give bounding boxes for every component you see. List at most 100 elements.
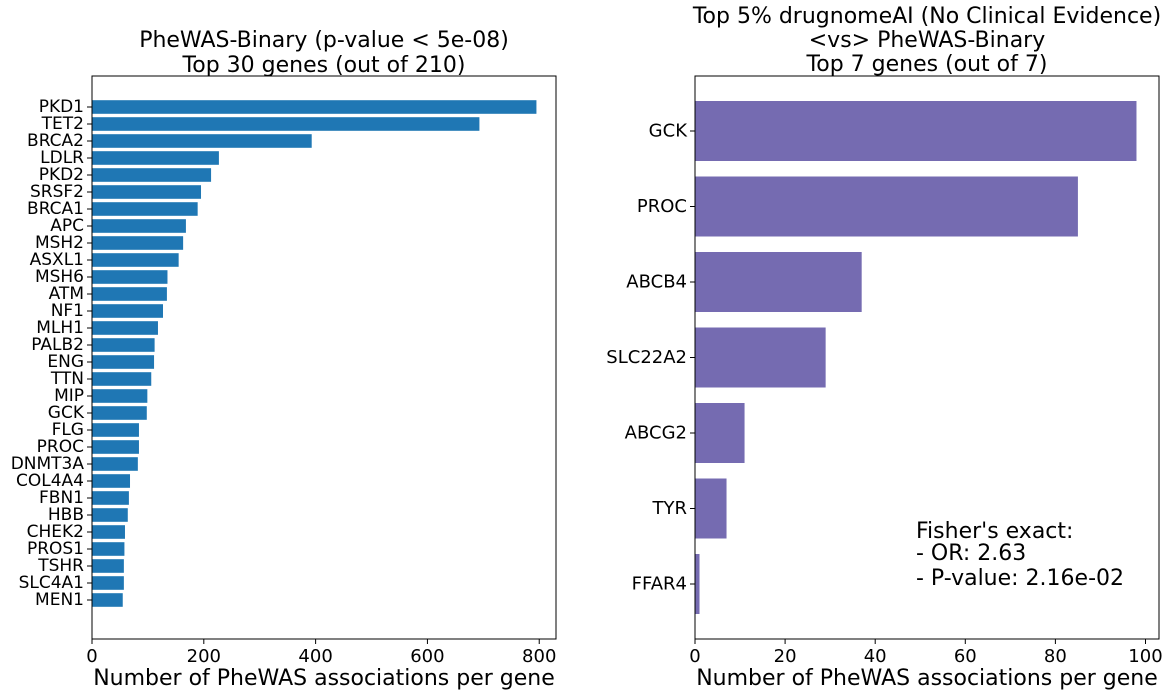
x-tick-label: 60 — [954, 646, 977, 667]
annotation-line-3: - P-value: 2.16e-02 — [916, 566, 1124, 591]
x-ticks: 0 200 400 600 800 — [86, 639, 556, 667]
y-tick-label: TSHR — [37, 556, 84, 576]
bar-hbb — [92, 508, 128, 522]
bar-palb2 — [92, 338, 155, 352]
bar-col4a4 — [92, 474, 131, 488]
bar-flg — [92, 423, 139, 437]
bar-eng — [92, 355, 155, 369]
bar-ffar4 — [695, 554, 700, 614]
y-tick-label: NF1 — [51, 301, 84, 321]
x-tick-label: 0 — [689, 646, 700, 667]
chart-title-line-3: Top 7 genes (out of 7) — [806, 52, 1048, 77]
bar-abcg2 — [695, 403, 745, 463]
y-tick-labels: PKD1TET2BRCA2LDLRPKD2SRSF2BRCA1APCMSH2AS… — [11, 97, 92, 610]
bar-srsf2 — [92, 185, 202, 199]
y-tick-label: GCK — [649, 121, 689, 142]
x-tick-label: 200 — [187, 646, 221, 667]
y-tick-label: SLC22A2 — [606, 347, 687, 368]
plot-frame — [694, 75, 1160, 640]
bar-nf1 — [92, 304, 163, 318]
y-tick-label: FBN1 — [39, 488, 84, 508]
x-tick-label: 40 — [864, 646, 887, 667]
annotation-line-1: Fisher's exact: — [916, 519, 1073, 544]
x-tick-label: 600 — [410, 646, 444, 667]
bar-abcb4 — [695, 252, 862, 312]
y-tick-label: SRSF2 — [30, 182, 84, 202]
y-tick-label: FLG — [52, 420, 84, 440]
y-tick-label: SLC4A1 — [19, 573, 84, 593]
bar-tet2 — [92, 117, 480, 131]
bar-fbn1 — [92, 491, 129, 505]
chart-title-line-1: Top 5% drugnomeAI (No Clinical Evidence) — [692, 4, 1161, 29]
x-tick-label: 20 — [774, 646, 797, 667]
x-tick-label: 0 — [86, 646, 97, 667]
y-tick-label: ABCG2 — [625, 423, 687, 444]
x-tick-label: 400 — [298, 646, 332, 667]
bar-men1 — [92, 593, 123, 607]
y-tick-label: PKD2 — [39, 165, 84, 185]
plot-frame — [91, 75, 557, 640]
bar-tyr — [695, 478, 727, 539]
y-tick-label: MIP — [54, 386, 84, 406]
y-tick-label: ATM — [49, 284, 84, 304]
y-tick-label: MEN1 — [35, 590, 84, 610]
y-tick-label: CHEK2 — [27, 522, 84, 542]
x-tick-label: 80 — [1044, 646, 1067, 667]
bar-gck — [92, 406, 147, 420]
chart-title-line-1: PheWAS-Binary (p-value < 5e-08) — [139, 28, 509, 53]
bar-gck — [695, 101, 1137, 161]
y-tick-label: MSH2 — [35, 233, 84, 253]
annotation-line-2: - OR: 2.63 — [916, 541, 1026, 566]
y-tick-label: ASXL1 — [30, 250, 84, 270]
bar-chek2 — [92, 525, 125, 539]
y-tick-label: ABCB4 — [626, 272, 687, 293]
chart-title-line-2: Top 30 genes (out of 210) — [182, 53, 466, 78]
y-tick-label: TTN — [50, 369, 84, 389]
y-tick-label: PALB2 — [31, 335, 84, 355]
bar-msh6 — [92, 270, 168, 284]
x-axis-label: Number of PheWAS associations per gene — [696, 666, 1158, 691]
bar-msh2 — [92, 236, 184, 250]
y-tick-label: MSH6 — [35, 267, 84, 287]
y-tick-label: DNMT3A — [11, 454, 85, 474]
x-tick-label: 800 — [522, 646, 556, 667]
bar-brca2 — [92, 134, 312, 148]
y-tick-label: PKD1 — [39, 97, 84, 117]
bar-atm — [92, 287, 167, 301]
y-tick-label: GCK — [48, 403, 85, 423]
y-tick-label: BRCA2 — [27, 131, 84, 151]
y-tick-labels: GCK PROC ABCB4 SLC22A2 ABCG2 TYR FFAR4 — [606, 121, 695, 595]
bar-brca1 — [92, 202, 198, 216]
bar-pkd2 — [92, 168, 212, 182]
bar-ldlr — [92, 151, 219, 165]
x-ticks: 0 20 40 60 80 100 — [689, 639, 1163, 667]
y-tick-label: PROS1 — [27, 539, 84, 559]
y-tick-label: MLH1 — [36, 318, 84, 338]
bar-slc22a2 — [695, 327, 826, 388]
y-tick-label: PROC — [37, 437, 84, 457]
y-tick-label: TET2 — [41, 114, 84, 134]
y-tick-label: TYR — [652, 498, 688, 519]
chart-phewas-binary: PheWAS-Binary (p-value < 5e-08) Top 30 g… — [11, 28, 557, 691]
y-tick-label: LDLR — [40, 148, 84, 168]
bar-mip — [92, 389, 148, 403]
y-tick-label: FFAR4 — [632, 574, 687, 595]
bar-dnmt3a — [92, 457, 138, 471]
chart-drugnomeai-vs-phewas: Top 5% drugnomeAI (No Clinical Evidence)… — [606, 4, 1162, 691]
y-tick-label: COL4A4 — [16, 471, 84, 491]
bar-pkd1 — [92, 100, 537, 114]
chart-title-line-2: <vs> PheWAS-Binary — [809, 28, 1046, 53]
bar-apc — [92, 219, 186, 233]
y-tick-label: APC — [50, 216, 84, 236]
bar-proc — [695, 176, 1078, 237]
y-tick-label: BRCA1 — [27, 199, 84, 219]
y-tick-label: HBB — [48, 505, 84, 525]
y-tick-label: ENG — [47, 352, 84, 372]
bar-ttn — [92, 372, 152, 386]
bar-slc4a1 — [92, 576, 124, 590]
bars-group — [695, 101, 1137, 614]
bar-tshr — [92, 559, 124, 573]
x-axis-label: Number of PheWAS associations per gene — [93, 666, 555, 691]
bar-asxl1 — [92, 253, 179, 267]
